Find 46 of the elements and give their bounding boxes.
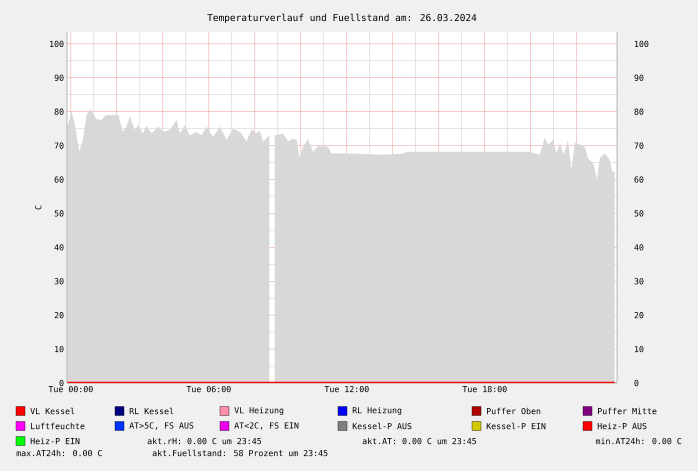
legend-label: AT>5C, FS AUS	[129, 422, 194, 430]
text: max.AT24h: 0.00 C	[16, 450, 102, 456]
x-tick-label: Tue 18:00	[462, 386, 507, 392]
legend-label: AT<2C, FS EIN	[234, 422, 298, 430]
y-tick-label: 60	[54, 176, 64, 183]
legend-label: Kessel-P EIN	[486, 422, 546, 430]
y2-tick-label: 10	[634, 346, 644, 352]
legend-label: Heiz-P AUS	[598, 422, 646, 430]
x-tick-label: Tue 06:00	[186, 386, 231, 392]
text: akt.AT: 0.00 C um 23:45	[362, 438, 476, 444]
y-tick-label: 30	[54, 278, 64, 284]
legend-label: VL Heizung	[234, 406, 284, 416]
y2-tick-label: 60	[634, 176, 644, 183]
y2-tick-label: 20	[634, 312, 644, 318]
y-tick-label: 80	[54, 108, 64, 115]
y2-tick-label: 0	[634, 380, 638, 386]
text: akt.rH: 0.00 C um 23:45	[148, 438, 262, 444]
legend-label: Puffer Oben	[487, 408, 540, 414]
y2-tick-label: 50	[634, 210, 644, 217]
legend-label: Heiz-P EIN	[30, 438, 80, 444]
chart-title: Temperaturverlauf und Fuellstand am: 26.03.2024	[207, 14, 476, 23]
y-axis-title: C	[35, 206, 42, 210]
y2-tick-label: 40	[634, 244, 644, 250]
x-tick-label: Tue 12:00	[324, 386, 369, 392]
y-tick-label: 20	[54, 312, 64, 318]
y-tick-label: 40	[54, 244, 64, 250]
y2-tick-label: 70	[634, 142, 644, 149]
text: min.AT24h: 0.00 C	[596, 438, 682, 444]
y2-tick-label: 100	[634, 40, 648, 47]
y2-tick-label: 80	[634, 108, 644, 115]
y-tick-label: 100	[50, 40, 64, 47]
y-tick-label: 70	[54, 142, 64, 149]
y-tick-label: 10	[55, 346, 64, 352]
legend-label: RL Heizung	[352, 406, 402, 416]
y-tick-label: 50	[54, 210, 64, 217]
y-tick-label: 0	[60, 380, 64, 386]
y2-tick-label: 30	[634, 278, 644, 284]
text: akt.Fuellstand: 58 Prozent um 23:45	[152, 450, 328, 456]
legend-label: VL Kessel	[30, 408, 74, 414]
legend-label: Luftfeuchte	[31, 422, 84, 430]
y2-tick-label: 90	[634, 74, 644, 81]
y-tick-label: 90	[54, 74, 64, 81]
legend-label: Kessel-P AUS	[352, 422, 412, 430]
legend-label: Puffer Mitte	[598, 408, 656, 414]
legend-label: RL Kessel	[130, 408, 174, 414]
x-tick-label: Tue 00:00	[48, 386, 93, 392]
